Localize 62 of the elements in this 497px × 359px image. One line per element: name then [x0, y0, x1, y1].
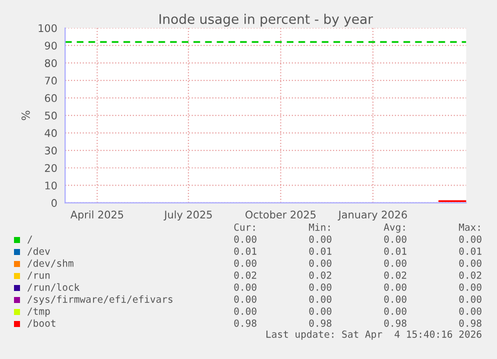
legend-label: / [27, 236, 32, 244]
y-tick-label: 50 [45, 112, 57, 120]
text: 0.01 [384, 247, 406, 255]
text: 0.98 [309, 319, 332, 327]
text: 0.00 [459, 295, 482, 303]
text: 0.98 [384, 319, 406, 327]
y-tick-label: 10 [45, 182, 57, 190]
text: 0.00 [384, 259, 406, 267]
y-tick-label: 0 [52, 199, 57, 207]
text: 0.02 [459, 271, 482, 279]
text: 0.00 [234, 235, 256, 243]
text: 0.00 [384, 235, 406, 243]
legend-label: /run/lock [27, 283, 80, 292]
x-tick-label: July 2025 [164, 210, 212, 221]
text: 0.98 [459, 319, 482, 327]
legend-label: /sys/firmware/efi/efivars [27, 295, 172, 305]
text: 0.98 [234, 319, 256, 327]
text: 0.00 [309, 307, 332, 315]
text: 0.00 [384, 295, 406, 303]
y-tick-label: 70 [45, 76, 57, 85]
text: 0.00 [234, 283, 256, 291]
text: 0.02 [309, 271, 332, 279]
y-tick-label: 30 [45, 146, 57, 154]
text: 0.00 [309, 283, 332, 291]
text: 0.00 [459, 259, 482, 267]
text: 0.00 [234, 295, 256, 303]
text: Max: [458, 224, 480, 231]
text: 0.00 [234, 259, 256, 267]
text: Avg: [384, 224, 405, 233]
text: 0.00 [384, 283, 406, 291]
text: 0.00 [384, 307, 406, 315]
text: 0.01 [459, 247, 482, 255]
legend-label: /dev/shm [27, 259, 74, 268]
text: 0.00 [309, 235, 332, 243]
y-tick-label: 90 [44, 42, 57, 50]
y-axis-title: % [21, 110, 30, 120]
text: 0.01 [309, 247, 332, 255]
legend-label: /boot [27, 319, 56, 328]
text: 0.02 [234, 271, 256, 279]
chart-title: Inode usage in percent - by year [160, 14, 374, 27]
text: 0.00 [309, 295, 332, 303]
text: 0.00 [234, 307, 256, 315]
legend-label: /run [27, 272, 50, 280]
x-tick-label: April 2025 [70, 210, 124, 221]
y-tick-label: 80 [44, 59, 57, 68]
text: 0.00 [459, 307, 482, 315]
legend-label: /dev [27, 247, 50, 256]
text: 0.01 [234, 247, 256, 255]
text: 0.00 [309, 259, 332, 267]
y-tick-label: 20 [44, 164, 57, 172]
legend-label: /tmp [27, 308, 50, 317]
y-tick-label: 40 [44, 129, 57, 138]
text: 0.02 [384, 271, 406, 279]
x-tick-label: January 2026 [338, 210, 407, 221]
text: 0.00 [459, 283, 482, 291]
y-tick-label: 60 [44, 94, 57, 102]
text: Last update: Sat Apr 4 15:40:16 2026 [266, 330, 482, 340]
x-tick-label: October 2025 [246, 210, 316, 219]
text: 0.00 [459, 235, 482, 243]
y-tick-label: 100 [38, 24, 57, 32]
text: Min: [308, 223, 330, 231]
text: Cur: [234, 223, 255, 231]
